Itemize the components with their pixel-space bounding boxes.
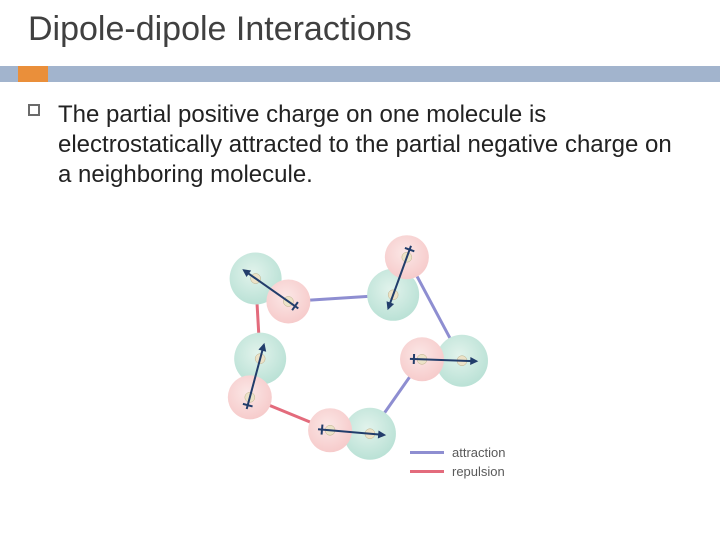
- title-rule: [0, 66, 720, 82]
- legend-repulsion: repulsion: [410, 464, 505, 479]
- legend-repulsion-label: repulsion: [452, 464, 505, 479]
- legend-attraction-line: [410, 451, 444, 454]
- diagram-legend: attraction repulsion: [410, 445, 505, 483]
- legend-repulsion-line: [410, 470, 444, 473]
- legend-attraction-label: attraction: [452, 445, 505, 460]
- slide-title: Dipole-dipole Interactions: [28, 10, 412, 49]
- bullet-text: The partial positive charge on one molec…: [58, 100, 678, 190]
- title-rule-accent: [18, 66, 48, 82]
- dipole-diagram: attraction repulsion: [210, 230, 530, 510]
- bullet-icon: [28, 104, 40, 116]
- legend-attraction: attraction: [410, 445, 505, 460]
- slide: Dipole-dipole Interactions The partial p…: [0, 0, 720, 540]
